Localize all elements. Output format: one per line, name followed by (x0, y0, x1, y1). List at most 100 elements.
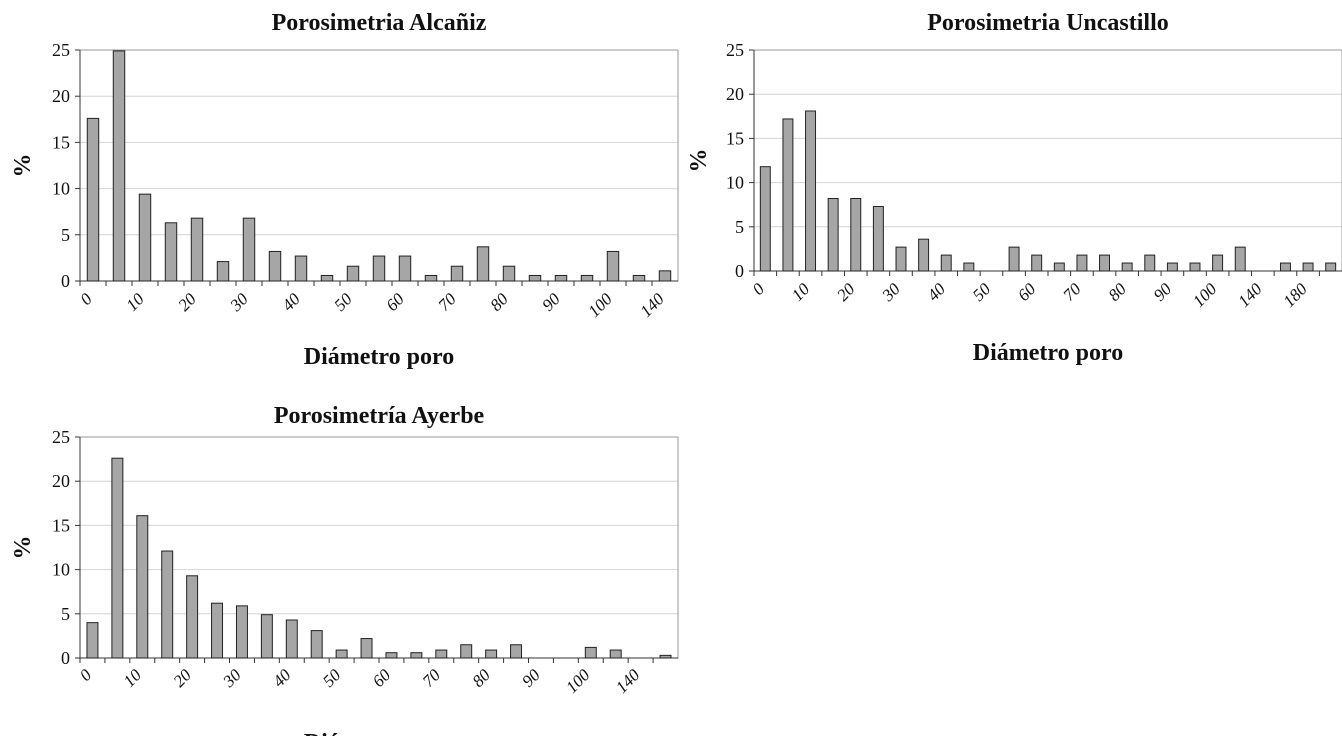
y-tick-label: 20 (52, 86, 70, 106)
x-tick-label: 80 (468, 665, 494, 691)
bar (1031, 254, 1043, 272)
x-tick-label: 100 (562, 665, 594, 697)
y-tick-label: 0 (61, 648, 70, 668)
bar (268, 250, 282, 282)
bar (963, 262, 975, 272)
y-tick-label: 20 (52, 471, 70, 491)
bar (136, 515, 149, 659)
x-tick-label: 20 (833, 279, 859, 305)
x-tick-label: 100 (1189, 279, 1221, 311)
x-axis-label: Diámetro poro (973, 340, 1123, 366)
x-tick-label: 140 (612, 665, 644, 697)
bar (112, 50, 126, 282)
x-tick-label: 90 (538, 289, 564, 315)
x-tick-label: 60 (382, 289, 408, 315)
x-tick-label: 40 (278, 289, 304, 315)
bar (1234, 246, 1246, 272)
x-tick-label: 50 (319, 665, 345, 691)
bar (1121, 262, 1133, 272)
bar (632, 274, 646, 282)
y-tick-label: 10 (52, 560, 70, 580)
x-tick-label: 30 (219, 665, 246, 692)
bar (161, 550, 174, 659)
bar (398, 255, 412, 282)
bar (450, 265, 464, 282)
bar (164, 222, 178, 282)
x-tick-label: 60 (369, 665, 395, 691)
y-axis-label: % (686, 149, 712, 173)
y-tick-label: 20 (726, 84, 744, 104)
x-tick-label: 0 (76, 289, 96, 309)
x-tick-label: 70 (434, 289, 460, 315)
x-tick-label: 100 (584, 289, 616, 321)
bar (485, 649, 498, 659)
chart-title: Porosimetria Uncastillo (927, 10, 1169, 36)
x-tick-label: 50 (330, 289, 356, 315)
x-tick-label: 10 (120, 665, 146, 691)
bar (216, 261, 230, 282)
chart-title: Porosimetria Alcañiz (272, 10, 487, 36)
y-tick-label: 10 (726, 173, 744, 193)
bar (940, 254, 952, 272)
bar (1279, 262, 1291, 272)
chart-ayerbe: Porosimetría Ayerbe 0 5 10 15 20 25 0 10 20 30 40 50… (10, 403, 679, 736)
x-tick-label: 10 (788, 279, 814, 305)
y-axis-label: % (10, 154, 36, 178)
bar (1189, 262, 1201, 272)
bar (86, 117, 100, 282)
x-tick-label: 80 (486, 289, 512, 315)
y-tick-label: 15 (726, 128, 744, 148)
chart-alcaniz: Porosimetria Alcañiz 0 5 10 15 20 25 0 10 20 30 40 5… (10, 10, 679, 370)
bar (1302, 262, 1314, 272)
bar (658, 270, 672, 282)
y-tick-label: 25 (52, 427, 70, 447)
bar (346, 265, 360, 282)
bar (211, 602, 224, 659)
bar (476, 246, 490, 282)
bar (850, 198, 862, 272)
bar (1212, 254, 1224, 272)
bar (335, 649, 348, 659)
bar (872, 205, 884, 272)
bar (86, 622, 99, 659)
x-axis-label: Diámetro poro (304, 344, 454, 370)
y-tick-label: 15 (52, 132, 70, 152)
x-tick-label: 0 (749, 279, 769, 299)
bar (1076, 254, 1088, 272)
bar (510, 644, 523, 659)
bar (805, 110, 817, 272)
bar (1099, 254, 1111, 272)
x-tick-label: 70 (1059, 279, 1085, 305)
bar (918, 238, 930, 272)
bar (242, 217, 256, 282)
bar (410, 652, 423, 659)
chart-panel-uncastillo: Porosimetria Uncastillo 0 5 10 15 20 25 0 10 20 30… (680, 0, 1342, 380)
bar (460, 644, 473, 659)
x-tick-label: 90 (518, 665, 544, 691)
chart-panel-alcaniz: Porosimetria Alcañiz 0 5 10 15 20 25 0 10 20 30 40 5… (0, 0, 690, 380)
y-tick-label: 25 (726, 40, 744, 60)
bar (580, 274, 594, 282)
bar (827, 198, 839, 272)
chart-title: Porosimetría Ayerbe (274, 403, 485, 429)
x-tick-label: 140 (1234, 279, 1266, 311)
y-axis-label: % (10, 536, 36, 560)
y-tick-label: 5 (61, 604, 70, 624)
x-tick-label: 70 (419, 665, 445, 691)
y-tick-label: 15 (52, 515, 70, 535)
bar (385, 652, 398, 659)
bar (320, 274, 334, 282)
bar (435, 649, 448, 659)
x-tick-label: 40 (924, 279, 950, 305)
bar (609, 649, 622, 659)
x-tick-label: 30 (226, 289, 253, 316)
bar (294, 255, 308, 282)
x-tick-label: 0 (76, 665, 96, 685)
x-tick-label: 20 (169, 665, 195, 691)
y-tick-label: 10 (52, 179, 70, 199)
bar (186, 575, 199, 659)
bar (1008, 246, 1020, 272)
bar (424, 274, 438, 282)
x-tick-label: 10 (122, 289, 148, 315)
bar (190, 217, 204, 282)
